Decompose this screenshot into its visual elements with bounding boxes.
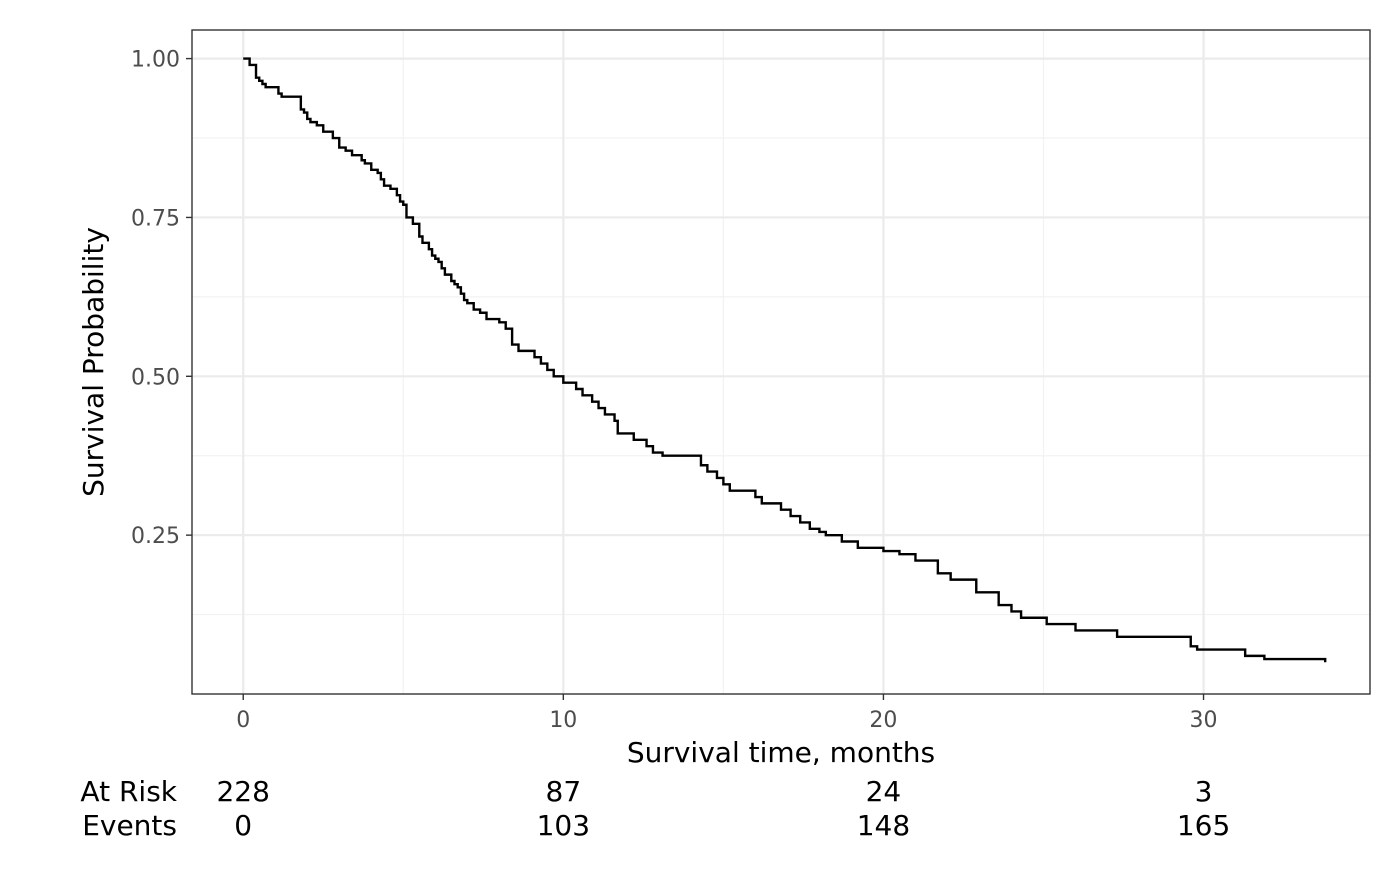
- plot-panel-border: [191, 29, 1371, 695]
- km-step-line: [243, 57, 1327, 663]
- risk-table-row-label: Events: [82, 809, 177, 842]
- x-tick-label: 10: [549, 708, 577, 733]
- y-axis-title: Survival Probability: [77, 227, 110, 497]
- x-tick-label: 20: [869, 708, 897, 733]
- events-count: 165: [1177, 809, 1230, 842]
- x-axis-title: Survival time, months: [627, 736, 935, 769]
- risk-table-row-label: At Risk: [80, 775, 177, 808]
- y-tick-label: 0.75: [131, 206, 180, 231]
- y-tick-label: 0.25: [131, 524, 180, 549]
- y-tick-label: 1.00: [131, 48, 180, 73]
- axis-ticks: 0 10 20 30 0.25 0.50 0.75 1.00: [131, 48, 1218, 733]
- events-count: 148: [857, 809, 910, 842]
- events-count: 0: [234, 809, 252, 842]
- at-risk-count: 228: [216, 775, 269, 808]
- survival-curve: [243, 57, 1327, 663]
- grid-lines: [192, 30, 1370, 694]
- x-tick-label: 0: [236, 708, 250, 733]
- events-count: 103: [537, 809, 590, 842]
- y-tick-label: 0.50: [131, 365, 180, 390]
- at-risk-count: 24: [866, 775, 902, 808]
- at-risk-count: 3: [1195, 775, 1213, 808]
- at-risk-count: 87: [546, 775, 582, 808]
- x-tick-label: 30: [1190, 708, 1218, 733]
